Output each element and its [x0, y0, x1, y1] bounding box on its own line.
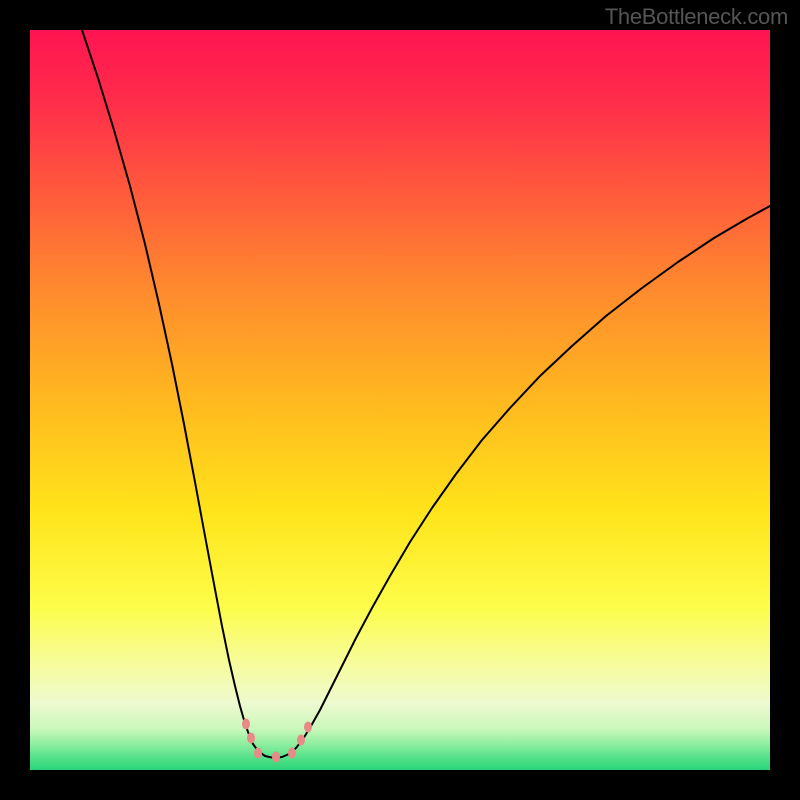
watermark-text: TheBottleneck.com: [605, 4, 788, 30]
curve-left: [82, 30, 274, 758]
curve-right: [274, 206, 770, 758]
curve-markers: [242, 719, 312, 763]
curve-layer: [30, 30, 770, 770]
plot-area: [30, 30, 770, 770]
